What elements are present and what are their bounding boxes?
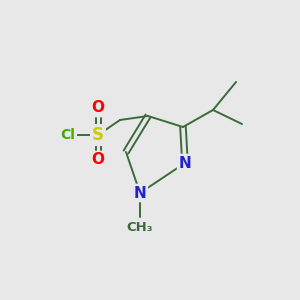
Text: N: N	[178, 155, 191, 170]
Text: N: N	[134, 185, 146, 200]
Text: CH₃: CH₃	[127, 221, 153, 234]
Text: O: O	[92, 100, 104, 116]
Text: O: O	[92, 152, 104, 167]
Text: S: S	[92, 126, 104, 144]
Text: Cl: Cl	[61, 128, 75, 142]
